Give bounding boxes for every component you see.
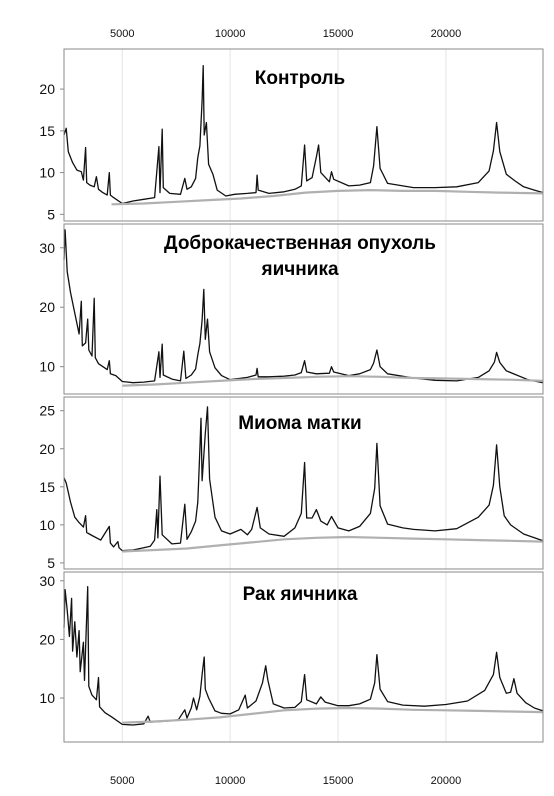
x-tick-label-top: 5000	[110, 28, 134, 40]
y-tick-label: 20	[39, 631, 55, 647]
panel-title: Доброкачественная опухоль	[164, 233, 436, 254]
y-tick-label: 10	[39, 517, 55, 533]
spectrum-panel: 5 10 15 20 25 Миома матки	[39, 396, 544, 571]
y-tick-label: 5	[47, 206, 55, 222]
spectrum-panel: 5 10 15 20 Контроль	[39, 48, 544, 222]
y-tick-label: 20	[39, 441, 55, 457]
panel-title: Контроль	[255, 68, 345, 89]
y-tick-label: 20	[39, 81, 55, 97]
y-tick-label: 10	[39, 690, 55, 706]
spectrum-line	[63, 406, 544, 552]
x-tick-label-bottom: 10000	[215, 775, 246, 787]
y-tick-label: 20	[39, 299, 55, 315]
spectrum-line	[63, 65, 544, 205]
baseline-line	[122, 535, 544, 553]
panel-frame	[63, 48, 544, 222]
spectrum-panel: 10 20 30 Доброкачественная опухоль яичника	[39, 223, 544, 395]
spectrum-line	[63, 229, 544, 384]
y-tick-label: 10	[39, 359, 55, 375]
x-tick-label-top: 15000	[323, 28, 354, 40]
x-tick-label-bottom: 20000	[431, 775, 462, 787]
spectrum-line	[63, 586, 544, 726]
x-tick-label-top: 20000	[431, 28, 462, 40]
baseline-line	[122, 375, 544, 387]
y-tick-label: 30	[39, 573, 55, 589]
plot-background	[64, 572, 543, 742]
baseline-line	[111, 189, 544, 206]
panel-title: Рак яичника	[243, 584, 358, 605]
x-tick-label-bottom: 15000	[323, 775, 354, 787]
panel-frame	[63, 396, 544, 570]
y-tick-label: 25	[39, 403, 55, 419]
x-tick-label-top: 10000	[215, 28, 246, 40]
y-tick-label: 30	[39, 240, 55, 256]
panel-title: яичника	[260, 259, 338, 280]
panel-frame	[63, 571, 544, 743]
y-tick-label: 5	[47, 555, 55, 571]
spectrum-panel: 10 20 30 Рак яичника	[39, 571, 544, 743]
y-tick-label: 15	[39, 479, 55, 495]
panel-title: Миома матки	[238, 413, 361, 434]
x-tick-label-bottom: 5000	[110, 775, 134, 787]
baseline-line	[122, 706, 544, 724]
y-tick-label: 10	[39, 165, 55, 181]
panel-frame	[63, 223, 544, 395]
y-tick-label: 15	[39, 123, 55, 139]
